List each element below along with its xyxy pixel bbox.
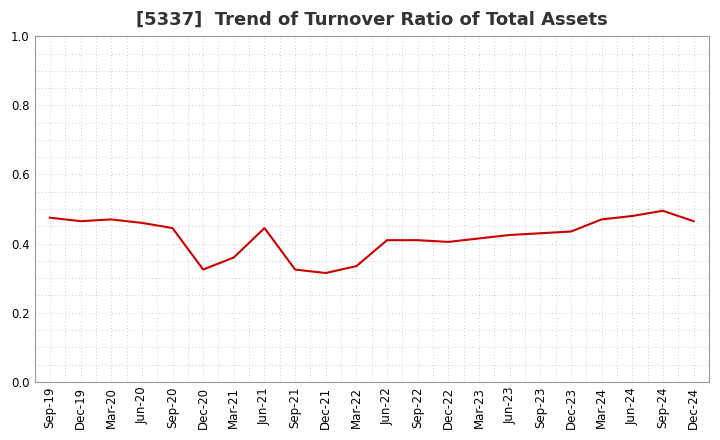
Title: [5337]  Trend of Turnover Ratio of Total Assets: [5337] Trend of Turnover Ratio of Total … (136, 11, 608, 29)
